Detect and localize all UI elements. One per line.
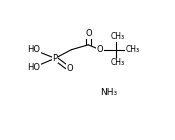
Text: O: O bbox=[85, 29, 92, 38]
Text: CH₃: CH₃ bbox=[110, 58, 124, 67]
Text: P: P bbox=[52, 54, 58, 63]
Text: NH₃: NH₃ bbox=[100, 88, 117, 97]
Text: O: O bbox=[97, 45, 103, 54]
Text: CH₃: CH₃ bbox=[126, 45, 140, 54]
Text: O: O bbox=[67, 64, 74, 73]
Text: HO: HO bbox=[27, 63, 40, 72]
Text: CH₃: CH₃ bbox=[110, 32, 124, 41]
Text: HO: HO bbox=[27, 45, 40, 54]
